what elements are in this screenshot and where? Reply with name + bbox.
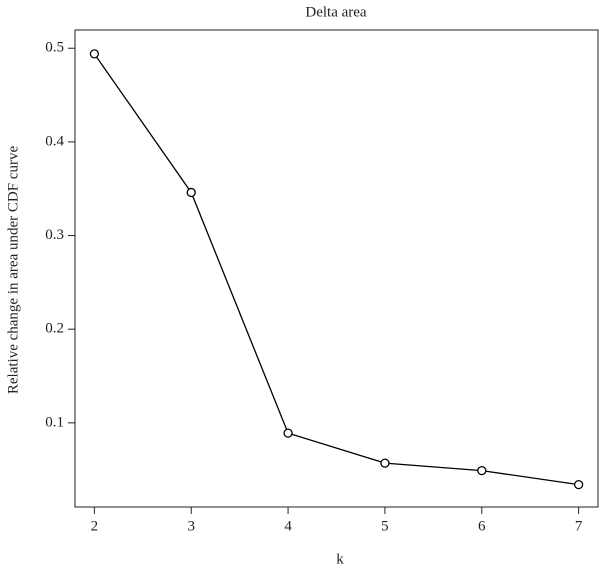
y-tick-label: 0.1 — [45, 414, 64, 430]
x-tick-label: 4 — [284, 518, 292, 534]
y-axis-label: Relative change in area under CDF curve — [5, 146, 21, 395]
point — [477, 465, 487, 476]
plot-frame — [74, 29, 599, 508]
point — [380, 458, 390, 468]
point — [186, 187, 196, 198]
point — [89, 49, 100, 59]
x-tick-label: 5 — [381, 518, 389, 534]
chart-title: Delta area — [305, 4, 367, 20]
point — [283, 428, 293, 438]
x-tick-label: 3 — [187, 518, 195, 534]
x-tick-label: 2 — [91, 518, 99, 534]
y-tick-label: 0.4 — [45, 133, 64, 149]
y-tick-label: 0.2 — [45, 321, 64, 337]
y-tick-label: 0.3 — [45, 227, 64, 243]
x-tick-label: 6 — [478, 518, 486, 534]
x-tick-label: 7 — [575, 518, 583, 534]
point — [573, 479, 584, 490]
y-tick-label: 0.5 — [45, 40, 64, 56]
x-axis-label: k — [336, 551, 344, 567]
line — [93, 53, 579, 486]
